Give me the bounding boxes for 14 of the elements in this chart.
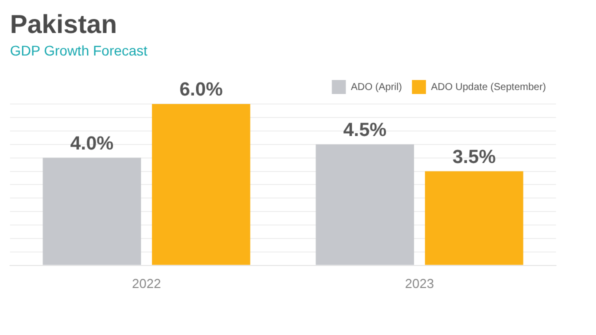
x-tick-label: 2023 bbox=[405, 276, 434, 291]
data-label: 4.5% bbox=[343, 120, 387, 142]
chart-subtitle: GDP Growth Forecast bbox=[10, 42, 148, 58]
data-label: 6.0% bbox=[179, 80, 223, 101]
legend-label: ADO Update (September) bbox=[430, 82, 546, 93]
legend-label: ADO (April) bbox=[350, 82, 402, 93]
data-label: 3.5% bbox=[452, 146, 496, 168]
data-label: 4.0% bbox=[70, 134, 114, 155]
bar bbox=[152, 104, 250, 265]
bar bbox=[316, 144, 414, 265]
chart-title: Pakistan bbox=[10, 8, 117, 39]
x-tick-label: 2022 bbox=[132, 276, 161, 291]
bar bbox=[42, 158, 142, 265]
bar bbox=[424, 171, 524, 265]
